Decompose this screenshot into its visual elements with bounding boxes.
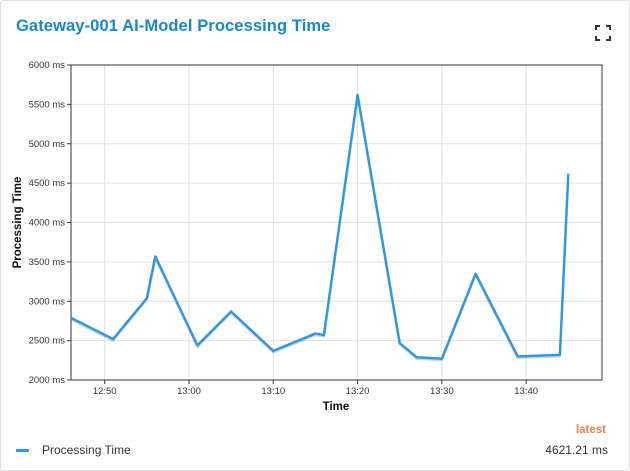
x-tick-label: 13:40: [514, 386, 538, 397]
series-line-processing-time: [70, 93, 570, 360]
latest-header: latest: [575, 424, 606, 436]
widget-title: Gateway-001 AI-Model Processing Time: [16, 17, 331, 35]
x-tick-label: 13:20: [346, 386, 370, 397]
legend-latest-value: 4621.21 ms: [545, 443, 608, 457]
y-tick-label: 6000 ms: [29, 60, 66, 71]
series-line-shadow: [70, 95, 570, 362]
y-tick-label: 3500 ms: [29, 257, 66, 268]
x-tick-label: 13:30: [430, 386, 454, 397]
y-tick-label: 4500 ms: [29, 178, 66, 189]
y-tick-label: 5500 ms: [29, 99, 66, 110]
y-tick-label: 3000 ms: [29, 296, 66, 307]
legend-swatch: [16, 449, 29, 452]
line-chart: 2000 ms 2500 ms 3000 ms 3500 ms 4000 ms 4500 …: [12, 60, 603, 413]
y-tick-label: 2500 ms: [29, 336, 66, 347]
y-tick-label: 4000 ms: [29, 218, 66, 229]
x-tick-label: 13:00: [177, 386, 201, 397]
x-axis: 12:50 13:00 13:10 13:20 13:30 13:40: [93, 380, 538, 397]
y-tick-label: 5000 ms: [29, 139, 66, 150]
y-axis-title: Processing Time: [12, 177, 24, 269]
y-tick-label: 2000 ms: [29, 375, 66, 386]
legend-series-label[interactable]: Processing Time: [42, 443, 131, 457]
grid: [71, 64, 602, 381]
fullscreen-icon[interactable]: [593, 23, 613, 43]
x-tick-label: 13:10: [261, 386, 285, 397]
y-axis: 2000 ms 2500 ms 3000 ms 3500 ms 4000 ms 4500 …: [29, 60, 71, 386]
series-layer: [70, 93, 570, 362]
x-axis-title: Time: [323, 401, 350, 413]
legend: Processing Time 4621.21 ms: [1, 441, 630, 461]
x-tick-label: 12:50: [93, 386, 117, 397]
